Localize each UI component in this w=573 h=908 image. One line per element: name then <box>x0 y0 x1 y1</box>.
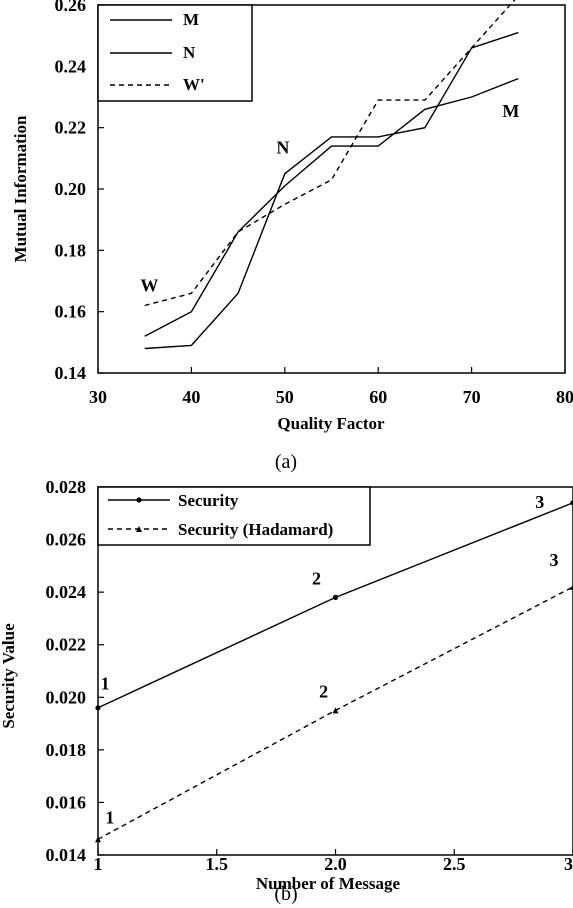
annotation-label: 2 <box>312 568 321 588</box>
x-axis-label: Quality Factor <box>277 414 385 433</box>
annotation-label: M <box>502 101 519 121</box>
y-tick-label: 0.020 <box>46 687 87 707</box>
x-axis-label: Number of Message <box>256 874 401 893</box>
y-tick-label: 0.018 <box>46 740 87 760</box>
x-tick-label: 1 <box>94 854 103 874</box>
y-axis-label: Security Value <box>0 623 18 729</box>
x-tick-label: 40 <box>182 387 200 407</box>
data-point <box>332 707 339 714</box>
legend-box <box>97 486 371 546</box>
x-tick-label: 2.5 <box>443 854 466 874</box>
chart-mutual-information: 0.14 0.16 0.18 0.20 0.22 0.24 0.26 30 40 50 60 70 8… <box>11 0 573 473</box>
x-tick-label: 3 <box>564 854 573 874</box>
y-tick-label: 0.024 <box>46 582 87 602</box>
y-tick-label: 0.016 <box>46 792 87 812</box>
y-tick-label: 0.22 <box>55 118 87 138</box>
y-axis-label: Mutual Information <box>11 115 30 262</box>
series-line-0 <box>144 77 519 337</box>
series-line-2 <box>144 0 516 307</box>
legend: Security Security (Hadamard) <box>97 486 371 546</box>
annotation-label: 3 <box>535 492 544 512</box>
y-tick-label: 0.028 <box>46 477 87 497</box>
legend-label-w: W' <box>183 75 205 94</box>
y-tick-label: 0.18 <box>55 240 87 260</box>
data-point <box>570 583 573 590</box>
legend-marker-security <box>136 497 142 503</box>
annotation-label: 1 <box>101 673 110 693</box>
y-tick-label: 0.20 <box>55 179 87 199</box>
legend-label-m: M <box>183 10 199 29</box>
y-tick-label: 0.022 <box>46 635 87 655</box>
chart-security-value: 0.014 0.016 0.018 0.020 0.022 0.024 0.026 0.028… <box>0 477 573 905</box>
y-tick-label: 0.14 <box>55 363 87 383</box>
x-tick-label: 70 <box>463 387 481 407</box>
y-tick-label: 0.26 <box>55 0 87 15</box>
annotation-label: 3 <box>550 550 559 570</box>
data-point <box>332 594 339 601</box>
data-point <box>570 500 573 506</box>
annotation-label: W <box>140 276 158 296</box>
y-tick-label: 0.014 <box>46 845 87 865</box>
data-point <box>95 705 101 711</box>
y-tick-label: 0.24 <box>55 56 87 76</box>
x-tick-label: 1.5 <box>206 854 229 874</box>
series-line-1 <box>144 31 519 350</box>
x-tick-label: 80 <box>556 387 573 407</box>
caption-b: (b) <box>274 883 297 905</box>
legend: M N W' <box>97 4 253 102</box>
legend-label-n: N <box>183 43 196 62</box>
x-tick-label: 2.0 <box>324 854 347 874</box>
annotation-label: N <box>276 138 289 158</box>
y-tick-label: 0.026 <box>46 530 87 550</box>
x-tick-label: 50 <box>276 387 294 407</box>
x-tick-label: 30 <box>89 387 107 407</box>
annotation-label: 1 <box>105 807 114 827</box>
x-tick-label: 60 <box>369 387 387 407</box>
caption-a: (a) <box>275 451 297 473</box>
data-point <box>95 836 101 843</box>
y-tick-label: 0.16 <box>55 302 87 322</box>
legend-marker-hadamard <box>136 526 142 532</box>
legend-label-hadamard: Security (Hadamard) <box>178 520 333 539</box>
legend-label-security: Security <box>178 491 239 510</box>
annotation-label: 2 <box>319 681 328 701</box>
